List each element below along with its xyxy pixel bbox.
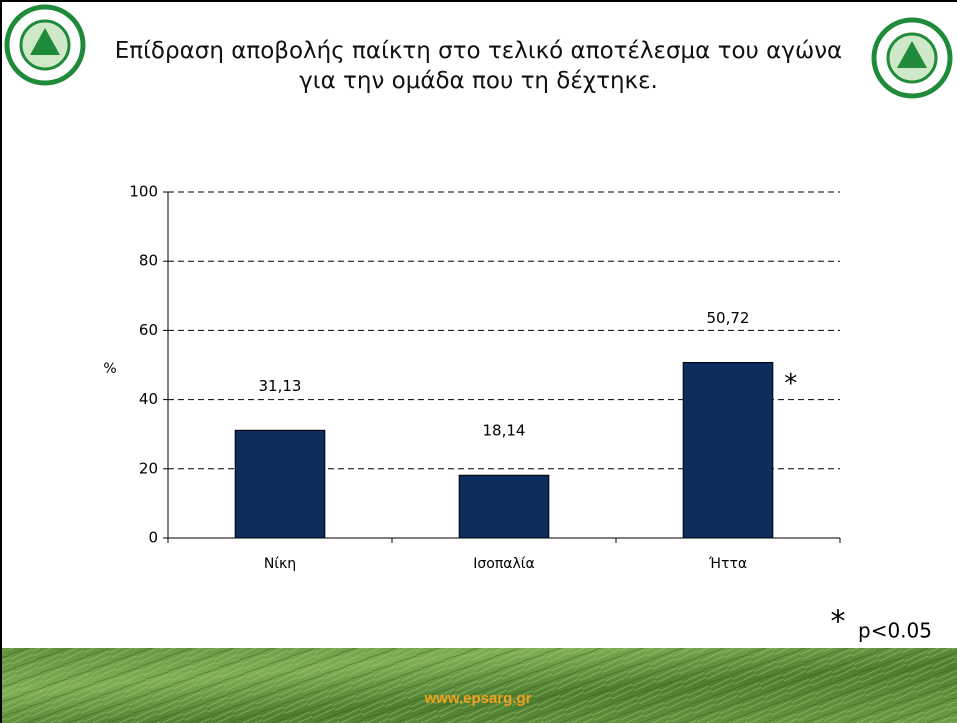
grass-texture bbox=[0, 648, 957, 723]
y-tick-label: 40 bbox=[139, 390, 158, 408]
footnote-marker: * bbox=[831, 605, 846, 640]
y-axis-label: % bbox=[103, 361, 116, 377]
value-label: 18,14 bbox=[483, 422, 526, 440]
website: www.epsarg.gr bbox=[424, 690, 532, 707]
annotation: * bbox=[784, 369, 797, 399]
slide-title: Επίδραση αποβολής παίκτη στο τελικό αποτ… bbox=[114, 38, 843, 94]
y-tick-label: 80 bbox=[139, 252, 158, 270]
x-tick-label: Ήττα bbox=[708, 556, 747, 572]
bar bbox=[458, 474, 550, 539]
y-tick-label: 100 bbox=[129, 183, 158, 201]
bar bbox=[234, 429, 326, 539]
y-tick-label: 60 bbox=[139, 321, 158, 339]
value-label: 50,72 bbox=[707, 309, 750, 327]
bar bbox=[682, 362, 774, 539]
x-tick-label: Ισοπαλία bbox=[473, 556, 534, 572]
logo-right bbox=[871, 17, 953, 99]
value-label: 31,13 bbox=[259, 377, 302, 395]
y-tick-label: 20 bbox=[139, 459, 158, 477]
y-tick-label: 0 bbox=[148, 529, 158, 547]
logo-left bbox=[4, 4, 86, 86]
footnote: p<0.05 bbox=[858, 619, 932, 643]
x-tick-label: Νίκη bbox=[264, 556, 296, 572]
